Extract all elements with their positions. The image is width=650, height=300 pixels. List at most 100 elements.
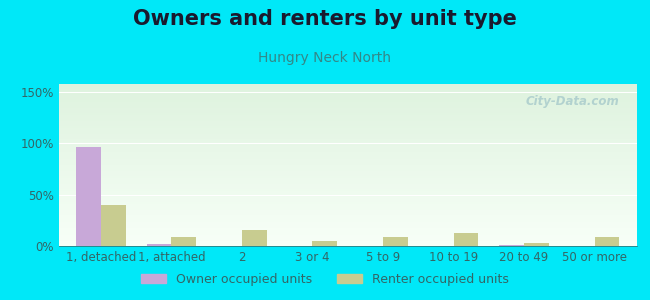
Bar xyxy=(58,121,637,123)
Bar xyxy=(58,233,637,235)
Bar xyxy=(58,244,637,246)
Bar xyxy=(58,118,637,120)
Bar xyxy=(58,152,637,154)
Bar xyxy=(58,201,637,202)
Bar xyxy=(58,146,637,147)
Bar xyxy=(58,223,637,225)
Bar xyxy=(58,115,637,116)
Bar xyxy=(58,162,637,164)
Bar xyxy=(58,141,637,142)
Bar xyxy=(58,196,637,197)
Bar xyxy=(58,218,637,220)
Bar xyxy=(58,139,637,141)
Bar xyxy=(58,228,637,230)
Bar xyxy=(58,197,637,199)
Bar xyxy=(58,184,637,186)
Bar xyxy=(58,105,637,107)
Bar xyxy=(58,87,637,89)
Legend: Owner occupied units, Renter occupied units: Owner occupied units, Renter occupied un… xyxy=(136,268,514,291)
Bar xyxy=(58,164,637,165)
Bar xyxy=(58,238,637,239)
Bar xyxy=(58,193,637,194)
Bar xyxy=(58,158,637,160)
Bar xyxy=(58,243,637,244)
Bar xyxy=(58,202,637,204)
Bar xyxy=(58,230,637,231)
Bar xyxy=(172,237,196,246)
Bar xyxy=(58,149,637,150)
Bar xyxy=(58,176,637,178)
Bar xyxy=(58,180,637,181)
Bar xyxy=(58,212,637,214)
Bar xyxy=(58,129,637,131)
Bar xyxy=(58,124,637,126)
Bar xyxy=(58,123,637,124)
Bar xyxy=(58,137,637,139)
Bar xyxy=(58,175,637,176)
Bar xyxy=(58,103,637,105)
Bar xyxy=(58,225,637,226)
Bar xyxy=(58,170,637,172)
Bar xyxy=(147,244,172,246)
Text: Owners and renters by unit type: Owners and renters by unit type xyxy=(133,9,517,29)
Bar xyxy=(58,188,637,189)
Bar xyxy=(58,160,637,162)
Bar xyxy=(58,155,637,157)
Bar xyxy=(58,95,637,97)
Bar xyxy=(58,147,637,149)
Bar xyxy=(58,217,637,218)
Bar xyxy=(58,178,637,180)
Bar xyxy=(58,172,637,173)
Bar xyxy=(58,136,637,137)
Bar xyxy=(454,233,478,246)
Bar xyxy=(58,126,637,128)
Bar xyxy=(58,167,637,168)
Bar xyxy=(58,168,637,170)
Bar xyxy=(58,144,637,146)
Bar xyxy=(58,207,637,209)
Bar xyxy=(58,241,637,243)
Bar xyxy=(58,102,637,103)
Bar xyxy=(58,154,637,155)
Bar xyxy=(58,110,637,112)
Bar xyxy=(58,206,637,207)
Bar xyxy=(58,239,637,241)
Bar xyxy=(58,165,637,166)
Bar xyxy=(58,173,637,175)
Bar xyxy=(58,84,637,86)
Bar xyxy=(58,116,637,118)
Bar xyxy=(58,85,637,87)
Bar xyxy=(58,226,637,228)
Bar xyxy=(58,94,637,95)
Bar xyxy=(58,204,637,206)
Bar xyxy=(58,120,637,121)
Bar xyxy=(58,142,637,144)
Bar xyxy=(58,209,637,210)
Bar xyxy=(58,97,637,99)
Bar xyxy=(499,245,524,246)
Bar xyxy=(58,91,637,92)
Bar xyxy=(58,157,637,158)
Bar xyxy=(58,194,637,196)
Bar xyxy=(58,150,637,152)
Bar xyxy=(58,134,637,136)
Bar xyxy=(58,128,637,129)
Bar xyxy=(58,99,637,100)
Bar xyxy=(58,235,637,236)
Bar xyxy=(58,92,637,94)
Bar xyxy=(58,231,637,233)
Bar xyxy=(58,183,637,184)
Bar xyxy=(58,220,637,222)
Bar xyxy=(58,108,637,110)
Bar xyxy=(58,214,637,215)
Bar xyxy=(58,236,637,238)
Bar xyxy=(58,181,637,183)
Bar xyxy=(313,241,337,246)
Bar xyxy=(524,243,549,246)
Bar xyxy=(58,89,637,91)
Bar xyxy=(58,191,637,193)
Text: Hungry Neck North: Hungry Neck North xyxy=(259,51,391,65)
Bar xyxy=(383,237,408,246)
Bar xyxy=(58,222,637,223)
Bar xyxy=(58,112,637,113)
